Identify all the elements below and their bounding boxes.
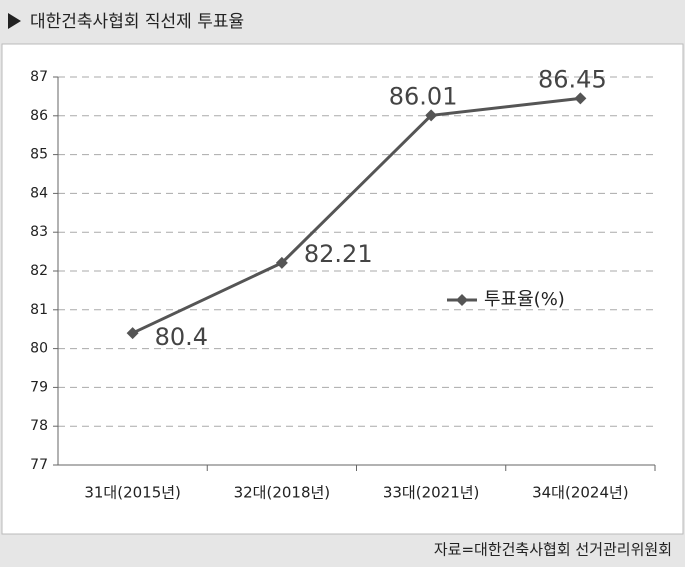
y-tick-label: 84 xyxy=(30,185,48,201)
x-tick-label: 34대(2024년) xyxy=(532,484,629,502)
y-tick-label: 82 xyxy=(30,263,48,279)
series-line xyxy=(131,96,581,335)
y-tick-label: 79 xyxy=(30,379,48,395)
y-tick-label: 81 xyxy=(30,302,48,318)
data-label: 86.01 xyxy=(389,82,458,110)
x-tick-label: 32대(2018년) xyxy=(234,484,331,502)
marker xyxy=(425,109,438,122)
y-tick-label: 87 xyxy=(30,69,48,85)
plot-panel xyxy=(1,43,684,535)
chart-title: 대한건축사협회 직선제 투표율 xyxy=(30,12,244,32)
y-tick-label: 80 xyxy=(30,341,48,357)
data-label: 80.4 xyxy=(155,323,208,351)
y-tick-label: 77 xyxy=(30,457,48,473)
title-icon xyxy=(8,13,21,29)
marker xyxy=(275,256,288,269)
data-label: 82.21 xyxy=(304,240,373,268)
marker xyxy=(574,92,587,105)
y-tick-label: 83 xyxy=(30,224,48,240)
marker xyxy=(126,327,139,340)
y-tick-label: 85 xyxy=(30,147,48,163)
x-tick-label: 33대(2021년) xyxy=(383,484,480,502)
source: 자료=대한건축사협회 선거관리위원회 xyxy=(434,541,672,559)
data-label: 86.45 xyxy=(538,65,607,93)
legend-marker xyxy=(456,294,468,306)
y-tick-label: 78 xyxy=(30,418,48,434)
x-tick-label: 31대(2015년) xyxy=(84,484,181,502)
y-tick-label: 86 xyxy=(30,108,48,124)
legend-label: 투표율(%) xyxy=(484,289,565,310)
